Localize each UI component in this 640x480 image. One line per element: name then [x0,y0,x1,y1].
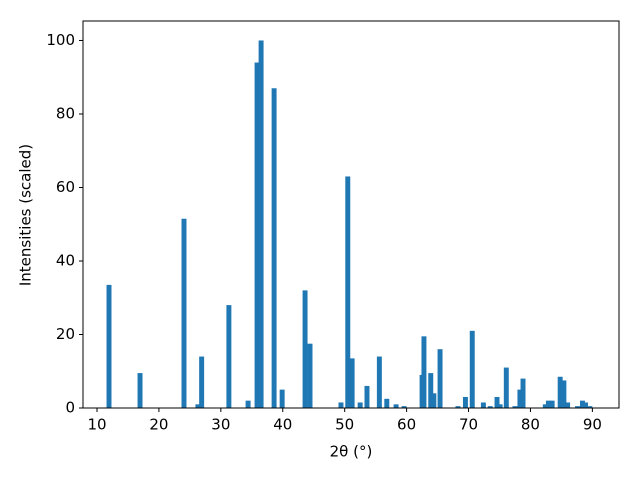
bar [437,349,443,408]
x-tick-label: 50 [335,416,354,434]
bar [421,336,427,408]
bar [364,385,370,408]
bar [480,402,486,408]
x-tick-label: 70 [459,416,478,434]
bar [512,406,518,408]
bar [561,380,567,408]
bar [520,378,526,408]
bar [254,62,260,409]
y-tick-label: 40 [56,251,75,269]
bar [565,402,571,408]
bar [487,406,493,408]
y-tick-label: 0 [65,399,75,417]
bar [575,406,580,408]
bar [338,402,344,408]
bar [545,400,551,408]
bar [428,373,434,408]
bar [302,290,308,408]
bar [349,358,355,408]
bar [226,305,232,408]
bar [503,367,509,408]
bar [455,406,461,408]
x-tick-label: 80 [521,416,540,434]
bar [393,404,399,408]
bar [271,88,277,408]
bar [181,218,187,408]
plot-frame [82,20,620,409]
bar [494,396,500,408]
x-tick-label: 90 [583,416,602,434]
x-tick-label: 30 [211,416,230,434]
bar [307,343,313,408]
bar [431,393,437,408]
x-tick-label: 40 [273,416,292,434]
bar [542,404,548,408]
bar [245,400,251,408]
bar [497,404,503,408]
bar [376,356,382,408]
bar [583,402,589,408]
bar [462,396,468,408]
y-axis-label: Intensities (scaled) [17,144,35,286]
bar [357,402,363,408]
bar [106,284,112,408]
bar [384,398,390,408]
x-tick-label: 20 [149,416,168,434]
bar [401,406,407,408]
bar [137,373,143,408]
x-tick-label: 60 [397,416,416,434]
bar [199,356,205,408]
y-tick-label: 80 [56,104,75,122]
bar [557,376,563,408]
y-tick-label: 60 [56,178,75,196]
x-tick-label: 10 [87,416,106,434]
bar [579,400,585,408]
bar [345,176,351,408]
bar [195,404,201,408]
bar [469,330,475,408]
y-tick-label: 100 [46,31,75,49]
bar [587,406,593,408]
bar [517,389,523,408]
y-tick-label: 20 [56,325,75,343]
bar [549,400,555,408]
bar [258,40,264,408]
bar [279,389,285,408]
x-axis-label: 2θ (°) [330,443,373,461]
